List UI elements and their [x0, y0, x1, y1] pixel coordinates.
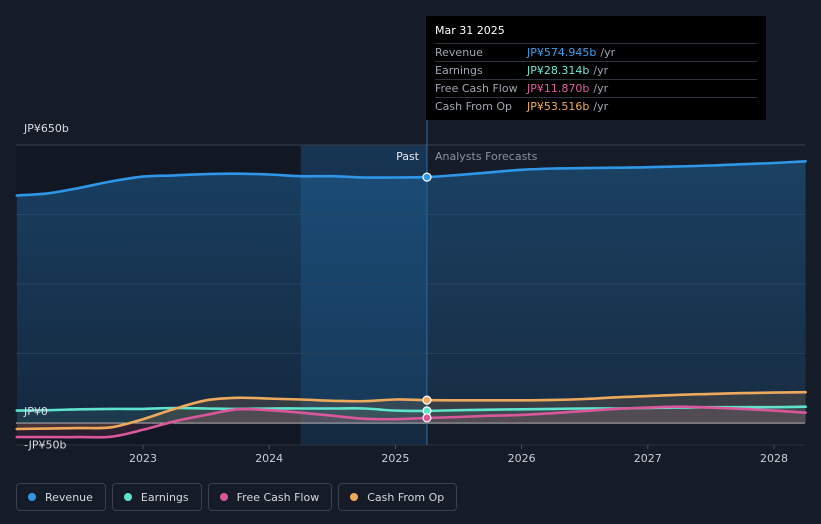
- legend-dot-icon: [123, 493, 132, 501]
- legend-dot-icon: [219, 493, 228, 501]
- revenue-area: [16, 161, 806, 424]
- x-tick-label: 2023: [129, 452, 157, 465]
- legend-label: Earnings: [140, 490, 189, 504]
- tooltip-value: JP¥28.314b: [527, 64, 590, 77]
- free-cash-flow-line: [15, 405, 807, 439]
- tooltip-label: Free Cash Flow: [435, 82, 518, 95]
- revenue-line: [15, 160, 807, 197]
- tooltip-value: JP¥53.516b: [527, 100, 590, 113]
- tooltip-label: Cash From Op: [435, 100, 513, 113]
- forecast-label: Analysts Forecasts: [435, 150, 538, 163]
- y-tick-label: JP¥0: [23, 405, 48, 418]
- legend-label: Revenue: [45, 490, 93, 504]
- tooltip-unit: /yr: [593, 64, 609, 77]
- free-cash-flow-marker: [422, 413, 432, 423]
- tooltip-unit: /yr: [593, 82, 609, 95]
- legend-item-free-cash-flow[interactable]: Free Cash Flow: [207, 483, 333, 511]
- legend: Revenue Earnings Free Cash Flow Cash Fro…: [16, 483, 458, 511]
- tooltip: Mar 31 2025 Revenue JP¥574.945b /yr Earn…: [426, 16, 766, 120]
- tooltip-row-revenue: Revenue JP¥574.945b /yr: [435, 43, 757, 61]
- tooltip-row-cash-from-op: Cash From Op JP¥53.516b /yr: [435, 97, 757, 115]
- tooltip-row-free-cash-flow: Free Cash Flow JP¥11.870b /yr: [435, 79, 757, 97]
- x-tick-label: 2028: [760, 452, 788, 465]
- earnings-area: [16, 406, 806, 423]
- legend-dot-icon: [350, 493, 359, 501]
- tooltip-value: JP¥574.945b: [527, 46, 597, 59]
- tooltip-unit: /yr: [593, 100, 609, 113]
- cash-from-op-marker: [422, 395, 432, 405]
- past-label: Past: [396, 150, 420, 163]
- tooltip-date: Mar 31 2025: [435, 24, 505, 37]
- tooltip-value: JP¥11.870b: [527, 82, 590, 95]
- tooltip-unit: /yr: [600, 46, 616, 59]
- legend-item-cash-from-op[interactable]: Cash From Op: [338, 483, 458, 511]
- tooltip-row-earnings: Earnings JP¥28.314b /yr: [435, 61, 757, 79]
- legend-item-earnings[interactable]: Earnings: [111, 483, 202, 511]
- x-tick-label: 2027: [634, 452, 662, 465]
- y-tick-label: JP¥650b: [23, 122, 69, 135]
- x-tick-label: 2026: [508, 452, 536, 465]
- x-tick-label: 2024: [255, 452, 283, 465]
- legend-label: Free Cash Flow: [236, 490, 320, 504]
- tooltip-label: Earnings: [435, 64, 483, 77]
- legend-dot-icon: [28, 493, 36, 501]
- y-tick-label: -JP¥50b: [24, 438, 66, 451]
- x-tick-label: 2025: [381, 452, 409, 465]
- legend-label: Cash From Op: [367, 490, 445, 504]
- tooltip-label: Revenue: [435, 46, 483, 59]
- legend-item-revenue[interactable]: Revenue: [16, 483, 106, 511]
- revenue-marker: [422, 172, 432, 182]
- cash-from-op-line: [15, 390, 807, 431]
